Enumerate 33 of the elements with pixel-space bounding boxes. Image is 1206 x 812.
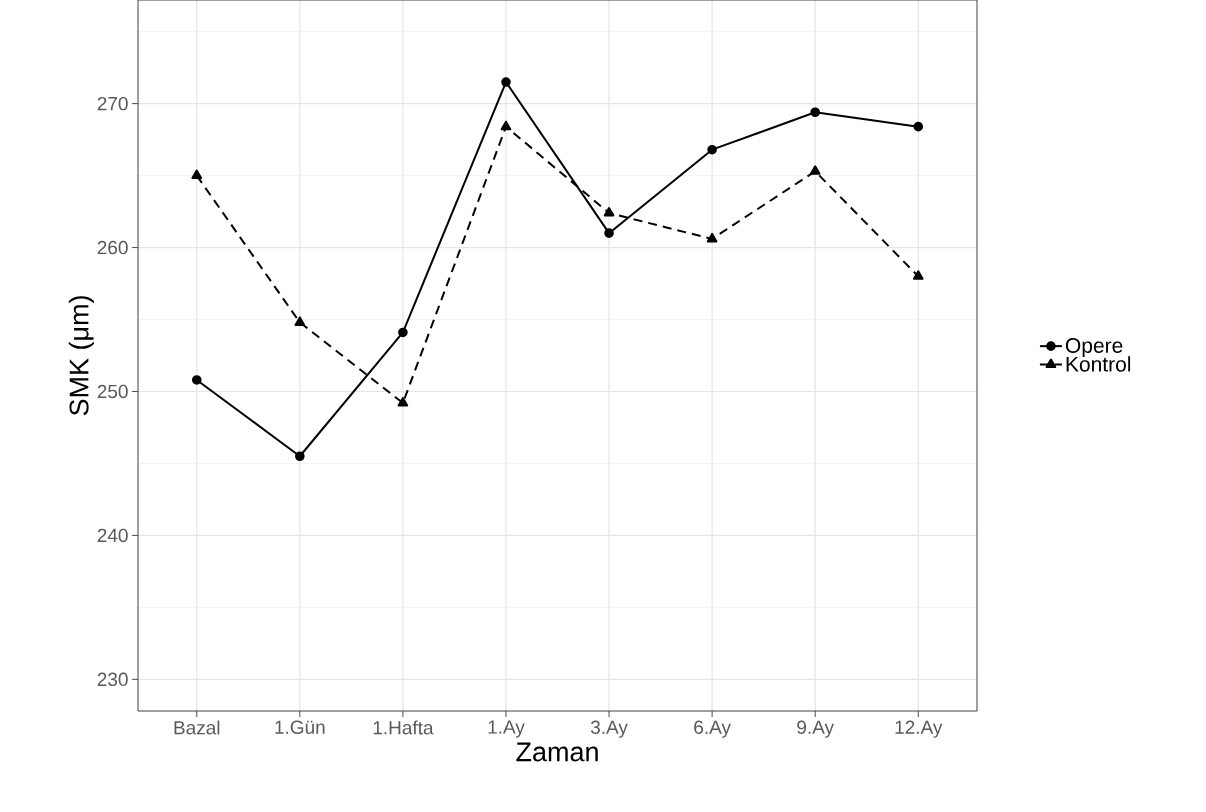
y-tick-label: 230 (97, 672, 128, 687)
point (398, 327, 408, 338)
point (912, 270, 924, 280)
y-axis-title: SMK (μm) (68, 296, 94, 416)
point (191, 169, 203, 180)
point (706, 232, 718, 243)
x-tick-label: 9.Ay (797, 720, 834, 738)
point (397, 396, 409, 407)
point (707, 144, 717, 155)
y-tick-label: 240 (97, 528, 128, 543)
x-tick-label: Bazal (174, 720, 220, 735)
point (295, 451, 305, 462)
x-tick-label: 1.Ay (488, 720, 525, 738)
legend-label: Kontrol (1066, 356, 1131, 372)
point (604, 228, 614, 238)
point (501, 77, 511, 87)
x-tick-label: 12.Ay (895, 720, 943, 738)
x-tick-label: 1.Gün (275, 720, 325, 734)
point (810, 107, 820, 118)
legend-label: Opere (1065, 338, 1123, 358)
x-axis-title: Zaman (516, 742, 598, 762)
point (809, 165, 821, 175)
x-tick-label: 1.Hafta (373, 720, 434, 735)
y-tick-label: 270 (97, 96, 128, 111)
x-tick-label: 6.Ay (694, 720, 731, 738)
y-tick-label: 260 (97, 240, 128, 255)
point (191, 375, 202, 385)
y-tick-label: 250 (97, 384, 128, 399)
x-tick-label: 3.Ay (590, 720, 628, 738)
point (913, 121, 924, 132)
point (603, 207, 615, 217)
point (500, 120, 512, 131)
point (294, 316, 306, 326)
